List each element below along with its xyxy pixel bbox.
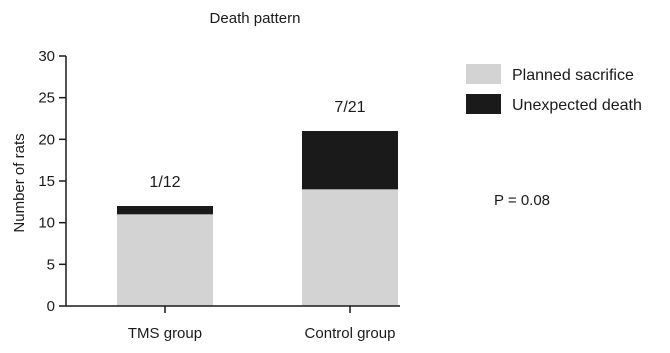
p-value-annotation: P = 0.08 xyxy=(494,192,550,209)
y-tick-label: 15 xyxy=(38,173,55,190)
y-tick-label: 10 xyxy=(38,215,55,232)
y-tick-label: 20 xyxy=(38,131,55,148)
y-tick-label: 25 xyxy=(38,90,55,107)
legend-swatch xyxy=(466,64,501,84)
bar-total-label: 1/12 xyxy=(149,174,180,191)
legend-swatch xyxy=(466,94,501,114)
x-tick-label: Control group xyxy=(305,325,396,342)
legend-label: Unexpected death xyxy=(512,97,642,114)
x-tick-label: TMS group xyxy=(128,325,202,342)
chart-title: Death pattern xyxy=(210,10,301,27)
bar-segment xyxy=(117,206,213,215)
y-axis-label: Number of rats xyxy=(11,133,28,232)
bar-segment xyxy=(302,131,398,190)
y-tick-label: 0 xyxy=(47,298,55,315)
bar-total-label: 7/21 xyxy=(334,99,365,116)
y-tick-label: 5 xyxy=(47,256,55,273)
bar-segment xyxy=(302,189,398,306)
bar-segment xyxy=(117,214,213,306)
y-tick-label: 30 xyxy=(38,48,55,65)
legend-label: Planned sacrifice xyxy=(512,67,634,84)
